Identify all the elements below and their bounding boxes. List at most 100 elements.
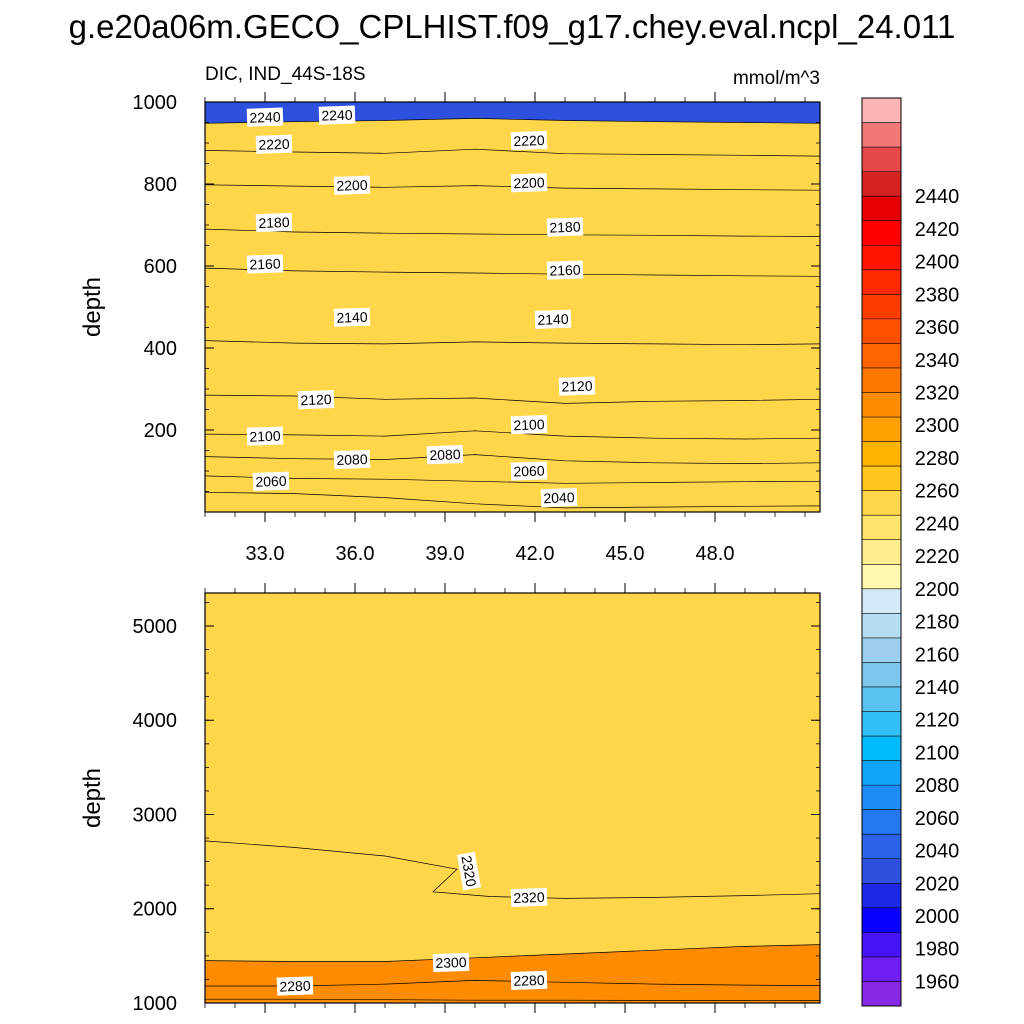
upper-x-tick-label: 39.0 <box>426 543 465 565</box>
colorbar-swatch <box>862 441 901 467</box>
upper-contour-label-box <box>333 449 371 470</box>
lower-contour-label: 2300 <box>432 952 470 973</box>
colorbar-tick-label: 2420 <box>915 219 960 241</box>
lower-plot-frame <box>204 592 821 1004</box>
upper-contour-label-text: 2060 <box>513 462 545 479</box>
figure-title: g.e20a06m.GECO_CPLHIST.f09_g17.chey.eval… <box>69 8 956 45</box>
upper-contour-label-text: 2180 <box>549 219 581 236</box>
colorbar-tick-label: 2060 <box>915 808 960 830</box>
upper-contour-label: 2060 <box>252 471 290 491</box>
upper-contour-label-text: 2220 <box>258 136 290 153</box>
upper-fill-band-11 <box>205 118 820 512</box>
colorbar-swatch <box>862 907 901 933</box>
upper-contour-label-box <box>255 134 293 154</box>
lower-contour-2300 <box>205 944 820 962</box>
lower-contour-label: 2320 <box>510 887 548 908</box>
upper-contour-label-text: 2160 <box>549 262 581 279</box>
upper-contour-label-text: 2040 <box>543 489 575 506</box>
colorbar-swatch <box>862 883 901 909</box>
upper-contour-label-box <box>510 130 548 151</box>
upper-contour-label-text: 2100 <box>249 428 281 445</box>
upper-contour-2060 <box>205 475 820 484</box>
colorbar-swatch <box>862 466 901 491</box>
upper-contour-label-box <box>540 488 578 508</box>
upper-contour-2040 <box>205 491 820 509</box>
upper-contour-label: 2220 <box>510 130 548 151</box>
upper-contour-2240 <box>205 118 820 124</box>
upper-contour-label-text: 2240 <box>321 107 353 124</box>
colorbar-tick-label: 2380 <box>915 284 960 306</box>
units-label: mmol/m^3 <box>733 68 820 89</box>
colorbar-tick-label: 2100 <box>915 742 960 764</box>
colorbar-tick-label: 2180 <box>915 612 960 634</box>
lower-contour-label: 2280 <box>510 970 548 991</box>
colorbar-tick-label: 2160 <box>915 644 960 666</box>
upper-contour-label-box <box>297 390 335 410</box>
upper-contour-label-text: 2200 <box>513 174 545 191</box>
upper-contour-label: 2060 <box>510 461 548 481</box>
lower-contour-label-box <box>276 976 314 996</box>
colorbar-swatch <box>862 858 901 884</box>
variable-region-label: DIC, IND_44S-18S <box>205 64 366 85</box>
colorbar-swatch <box>862 245 901 271</box>
upper-contour-label: 2240 <box>318 105 356 125</box>
lower-contour-label-box <box>510 887 548 908</box>
colorbar-swatch <box>862 662 901 688</box>
upper-contour-label: 2180 <box>546 217 584 237</box>
upper-contour-label-box <box>534 309 572 329</box>
colorbar-swatch <box>862 122 901 148</box>
colorbar-tick-label: 2320 <box>915 382 960 404</box>
upper-contour-label-box <box>558 376 596 396</box>
colorbar-swatch <box>862 343 901 369</box>
upper-contour-label-box <box>333 175 371 195</box>
upper-contour-label: 2140 <box>333 307 371 327</box>
upper-contour-label-text: 2080 <box>336 451 368 468</box>
lower-contour-panel: 2280 2300 2280 2320 2320 1000 2000 3000 4000 500… <box>79 583 821 1015</box>
colorbar-tick-label: 2240 <box>915 513 960 535</box>
upper-y-tick-label: 600 <box>144 256 177 278</box>
colorbar-frame <box>861 97 902 1007</box>
lower-contour-label-box <box>457 851 481 891</box>
colorbar-swatch <box>862 220 901 246</box>
upper-x-tick-label: 45.0 <box>606 543 645 565</box>
lower-fill-band-0 <box>205 593 820 1001</box>
colorbar-swatch <box>862 417 901 442</box>
upper-contour-label-text: 2160 <box>249 255 281 272</box>
colorbar-swatch <box>862 588 901 614</box>
colorbar-swatch <box>862 539 901 565</box>
upper-contour-2140 <box>205 340 820 346</box>
upper-y-tick-label: 200 <box>144 420 177 442</box>
colorbar: 1960 1980 2000 2020 2040 2060 2080 2100 2120 2140… <box>861 97 960 1007</box>
upper-contour-label-box <box>546 260 584 280</box>
upper-contour-label-text: 2120 <box>561 378 593 395</box>
upper-contour-label: 2140 <box>534 309 572 329</box>
upper-x-tick-label: 42.0 <box>516 543 555 565</box>
upper-x-tick-label: 36.0 <box>336 543 375 565</box>
lower-contour-2320 <box>205 840 820 899</box>
colorbar-swatch <box>862 686 901 712</box>
lower-y-tick-label: 4000 <box>133 710 178 732</box>
colorbar-swatch <box>862 269 901 295</box>
upper-contour-label-text: 2140 <box>537 311 569 328</box>
colorbar-tick-label: 2340 <box>915 350 960 372</box>
colorbar-swatch <box>862 98 901 123</box>
colorbar-tick-label: 2440 <box>915 186 960 208</box>
upper-contour-label-text: 2200 <box>336 177 368 194</box>
upper-contour-label-box <box>246 426 284 446</box>
upper-contour-label-box <box>510 415 548 435</box>
upper-contour-label: 2200 <box>510 173 548 193</box>
colorbar-tick-label: 2080 <box>915 775 960 797</box>
colorbar-tick-label: 2140 <box>915 677 960 699</box>
colorbar-tick-label: 2280 <box>915 448 960 470</box>
lower-contour-label-text: 2320 <box>513 889 545 906</box>
lower-contour-label-text: 2280 <box>513 972 545 989</box>
colorbar-swatch <box>862 147 901 172</box>
colorbar-swatch <box>862 736 901 761</box>
colorbar-tick-label: 2260 <box>915 481 960 503</box>
lower-contour-label: 2320 <box>457 851 481 891</box>
colorbar-swatch <box>862 318 901 344</box>
upper-contour-label-box <box>318 105 356 125</box>
upper-contour-label-text: 2220 <box>513 132 545 149</box>
colorbar-swatch <box>862 637 901 663</box>
upper-contour-label-text: 2180 <box>258 214 290 231</box>
